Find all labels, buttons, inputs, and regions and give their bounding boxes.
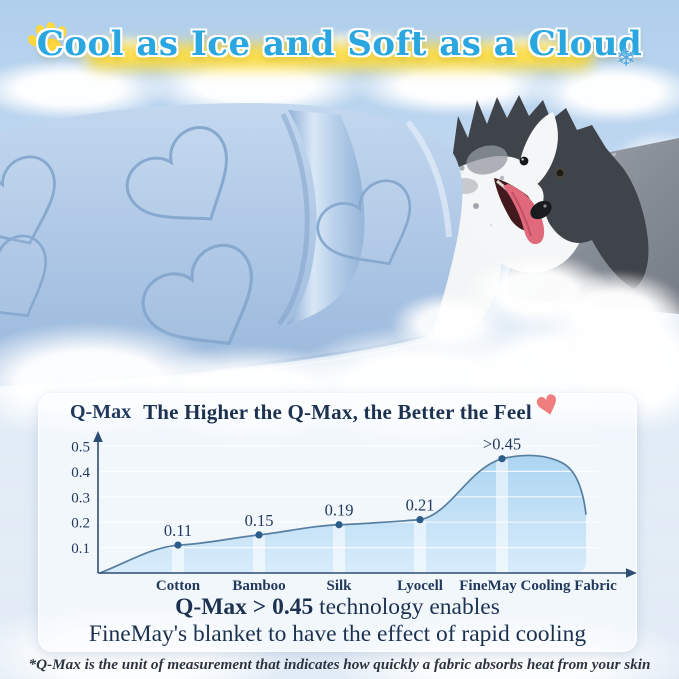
data-point [416,516,424,524]
category-label: Bamboo [232,578,285,594]
y-axis-arrow [93,431,103,442]
category-label: Lyocell [397,578,443,594]
quilted-hearts [0,126,412,346]
data-point [174,541,182,549]
category-label: Silk [326,578,352,594]
dog-blaze [518,112,558,193]
caption-line1: Q-Max > 0.45 technology enables [38,594,637,621]
blanket-shoulder-highlight [405,120,452,238]
dog-eye [555,168,565,178]
value-label: 0.19 [325,501,354,520]
highlight-strip [333,525,345,573]
caption: Q-Max > 0.45 technology enables FineMay'… [38,594,637,648]
quilt-heart [316,179,412,266]
qmax-area-chart: 0.1 0.2 0.3 0.4 0.5 0.11 0.15 0.19 0.21 >0.45 Cott… [71,431,637,594]
dog-eye-glint [521,158,524,161]
caption-rest: technology enables [313,594,500,621]
snowflake-icon: ❄ [616,44,637,72]
y-tick-label: 0.1 [71,541,90,557]
value-label: 0.11 [164,521,192,540]
highlight-strip [253,535,265,573]
highlight-strip [414,520,426,573]
highlight-strip [172,546,184,573]
dog-merle-speck [459,165,465,171]
y-tick-label: 0.5 [71,440,90,456]
y-tick-label: 0.3 [71,490,90,506]
dog-merle-speck [499,175,505,181]
blanket-fold [286,110,365,325]
value-label: 0.15 [245,511,274,530]
data-point [255,531,263,539]
x-axis-arrow [626,568,637,578]
category-label: Cotton [156,578,201,594]
headline: Cool as Ice and Soft as a Cloud ❄ [0,0,679,90]
value-label: >0.45 [483,435,521,454]
quilt-heart [125,126,228,221]
caption-bold: Q-Max > 0.45 [175,594,314,621]
caption-line2: FineMay's blanket to have the effect of … [88,621,587,648]
category-label: FineMay Cooling Fabric [459,578,617,594]
quilt-heart [0,234,47,318]
y-tick-label: 0.4 [71,465,90,481]
highlight-strip [496,459,508,573]
blanket-fold-shadow [277,112,310,326]
qmax-chart-panel: Q-Max The Higher the Q-Max, the Better t… [38,388,637,652]
data-point [335,521,343,529]
value-label: 0.21 [406,496,435,515]
quilt-heart [0,155,56,245]
area-fill [100,455,586,573]
data-point [498,455,506,463]
dog-tongue-shade [511,191,532,237]
dog-nose-glint [543,204,547,208]
dog-merle-patch [466,145,508,175]
dog-merle-speck [473,203,479,209]
y-tick-label: 0.2 [71,516,90,532]
footnote-text: *Q-Max is the unit of measurement that i… [28,656,651,673]
headline-text: Cool as Ice and Soft as a Cloud [36,24,643,64]
